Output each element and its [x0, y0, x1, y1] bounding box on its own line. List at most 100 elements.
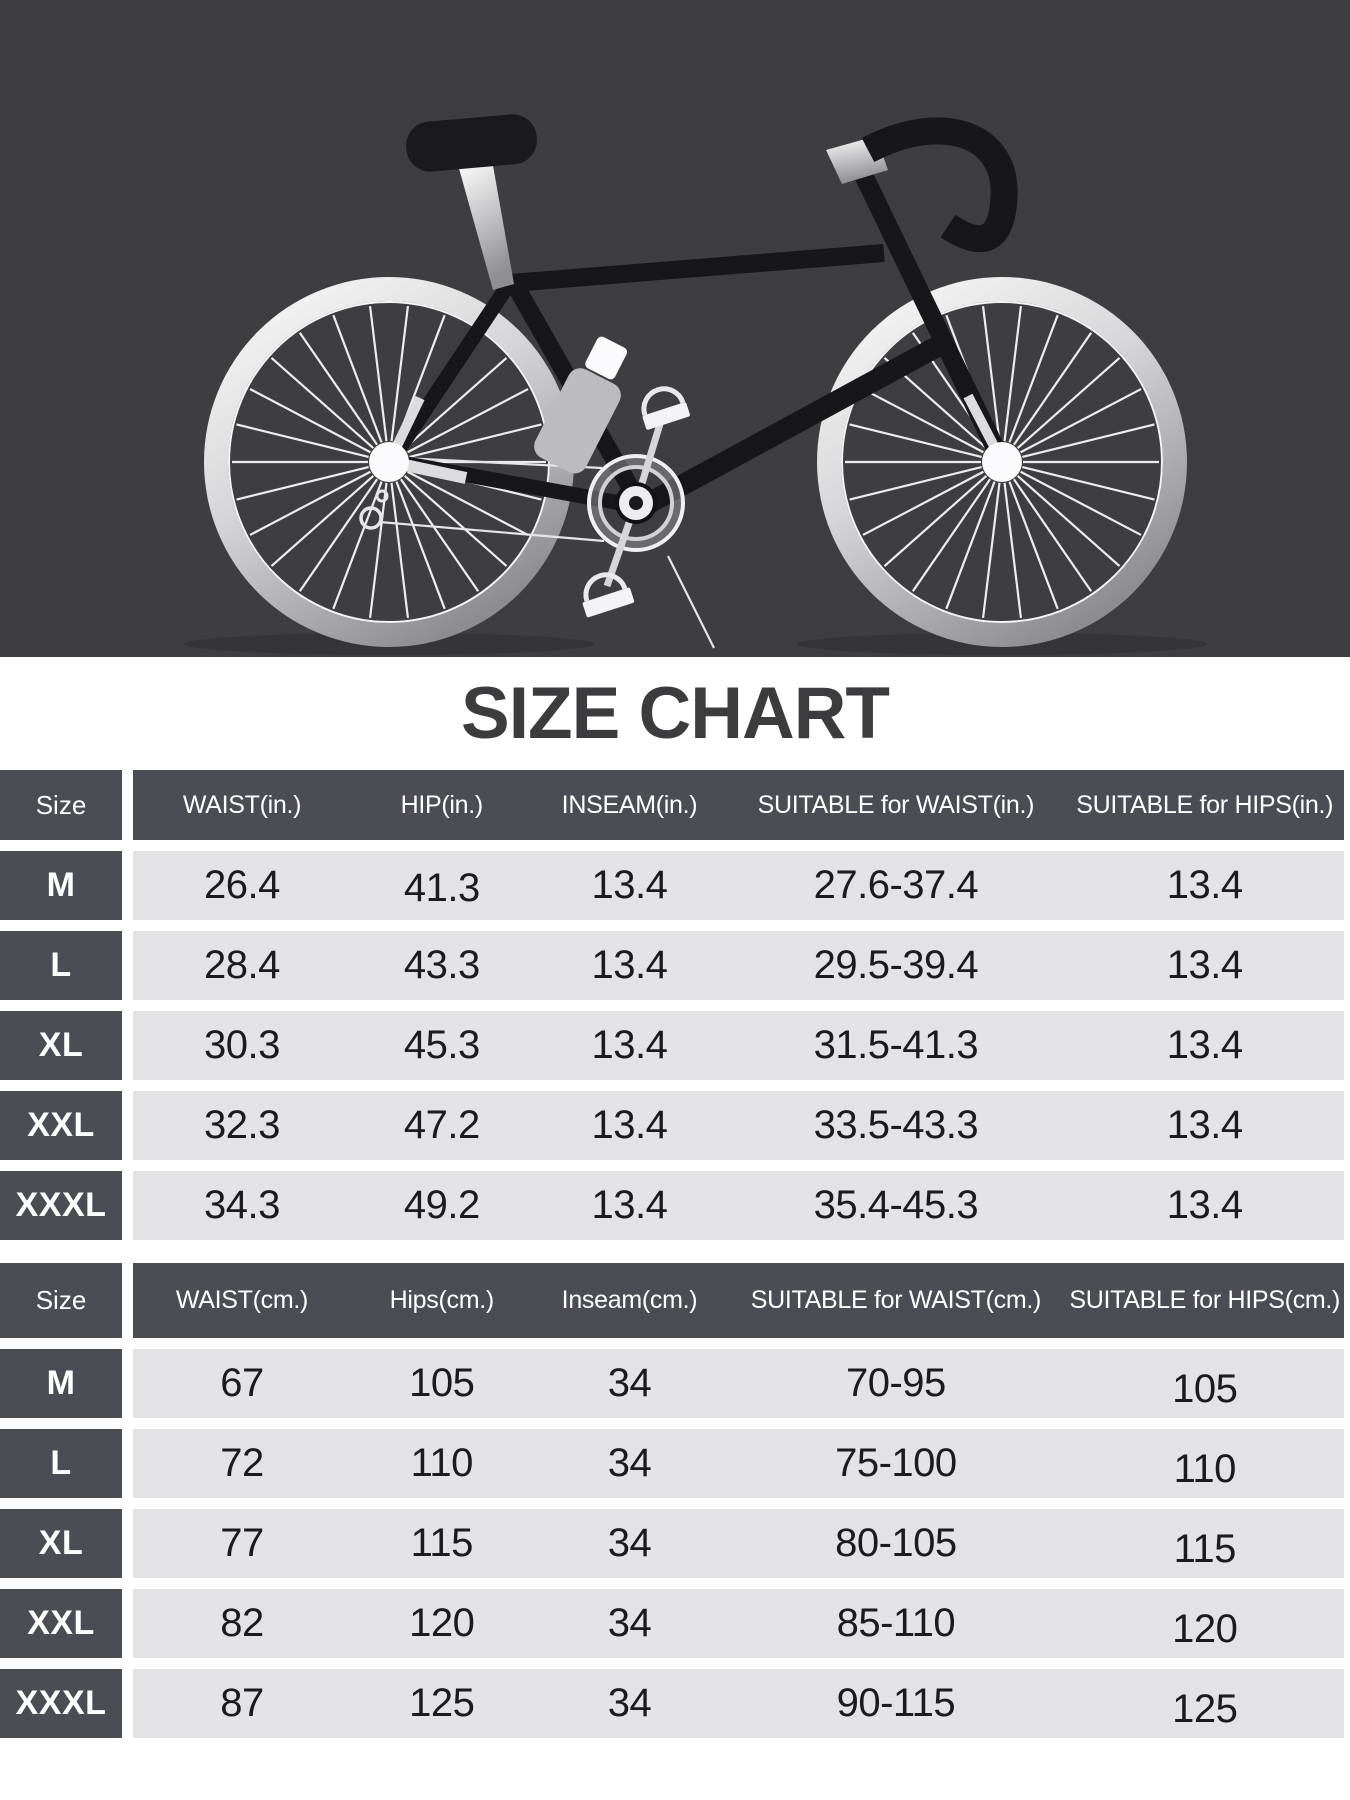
cell-hips: 125 — [409, 1681, 475, 1725]
column-gap — [122, 1589, 133, 1658]
cell-hip: 49.2 — [403, 1183, 480, 1227]
column-header-waist: WAIST(in.) — [182, 790, 302, 819]
size-label: L — [50, 1444, 72, 1482]
size-label: XXXL — [15, 1684, 107, 1722]
cell-suitable-hips: 115 — [1173, 1527, 1237, 1571]
column-gap — [122, 931, 133, 1000]
cell-inseam: 13.4 — [591, 863, 668, 907]
cell-suitable-hips: 13.4 — [1166, 943, 1243, 987]
cell-waist: 87 — [220, 1681, 264, 1725]
title-section: SIZE CHART — [0, 657, 1350, 770]
column-gap — [122, 1091, 133, 1160]
cell-suitable-hips: 13.4 — [1166, 1103, 1243, 1147]
size-table-cm: Size WAIST(cm.) Hips(cm.) Inseam(cm.) SU… — [0, 1263, 1350, 1738]
cell-inseam: 13.4 — [591, 1183, 668, 1227]
column-header-suitable-waist: SUITABLE for WAIST(cm.) — [750, 1286, 1042, 1314]
column-header-inseam: INSEAM(in.) — [561, 790, 698, 819]
cell-hip: 45.3 — [403, 1023, 480, 1067]
cell-suitable-waist: 31.5-41.3 — [813, 1023, 979, 1067]
cell-suitable-waist: 70-95 — [845, 1361, 946, 1405]
cell-suitable-hips: 13.4 — [1166, 863, 1243, 907]
size-label: XXL — [27, 1604, 95, 1642]
column-gap — [122, 770, 133, 840]
cell-waist: 82 — [220, 1601, 264, 1645]
column-header-waist: WAIST(cm.) — [175, 1286, 309, 1314]
table-row: XL 77 115 34 80-105 115 — [0, 1509, 1350, 1578]
cell-suitable-hips: 125 — [1172, 1687, 1238, 1731]
size-label: XXL — [27, 1106, 95, 1144]
rear-hub — [359, 395, 468, 530]
table-header-row: Size WAIST(cm.) Hips(cm.) Inseam(cm.) SU… — [0, 1263, 1350, 1338]
column-header-hips: Hips(cm.) — [389, 1286, 495, 1314]
cell-inseam: 13.4 — [591, 1103, 668, 1147]
size-label: XL — [38, 1524, 84, 1562]
size-label: M — [46, 866, 76, 904]
size-table-inches: Size WAIST(in.) HIP(in.) INSEAM(in.) SUI… — [0, 770, 1350, 1240]
size-label: XXXL — [15, 1186, 107, 1224]
table-row: XXL 82 120 34 85-110 120 — [0, 1589, 1350, 1658]
handlebar — [826, 117, 1018, 253]
cell-inseam: 34 — [607, 1361, 652, 1405]
cell-waist: 32.3 — [204, 1103, 280, 1147]
cell-inseam: 34 — [607, 1681, 652, 1725]
table-row: L 72 110 34 75-100 110 — [0, 1429, 1350, 1498]
cell-waist: 26.4 — [204, 863, 280, 907]
cell-suitable-waist: 35.4-45.3 — [813, 1183, 979, 1227]
column-gap — [122, 1171, 133, 1240]
cell-inseam: 34 — [607, 1601, 652, 1645]
pedal-lower — [582, 572, 635, 618]
table-row: M 67 105 34 70-95 105 — [0, 1349, 1350, 1418]
column-header-size: Size — [0, 770, 122, 840]
frame — [384, 167, 1011, 517]
cell-suitable-hips: 110 — [1173, 1447, 1237, 1491]
cell-hips: 105 — [409, 1361, 475, 1405]
cell-hip: 43.3 — [403, 943, 480, 987]
column-header-suitable-hips: SUITABLE for HIPS(in.) — [1076, 790, 1334, 819]
cell-suitable-waist: 75-100 — [835, 1441, 957, 1485]
table-row: XL 30.3 45.3 13.4 31.5-41.3 13.4 — [0, 1011, 1350, 1080]
cell-suitable-hips: 13.4 — [1166, 1183, 1243, 1227]
cell-waist: 67 — [220, 1361, 264, 1405]
cell-inseam: 13.4 — [591, 943, 668, 987]
column-header-size: Size — [0, 1263, 122, 1338]
cell-suitable-hips: 105 — [1172, 1367, 1238, 1411]
table-row: XXXL 34.3 49.2 13.4 35.4-45.3 13.4 — [0, 1171, 1350, 1240]
cell-suitable-waist: 90-115 — [836, 1681, 956, 1725]
front-hub — [963, 393, 1022, 482]
cell-hip: 47.2 — [403, 1103, 480, 1147]
table-row: XXL 32.3 47.2 13.4 33.5-43.3 13.4 — [0, 1091, 1350, 1160]
column-gap — [122, 1669, 133, 1738]
hero-banner — [0, 0, 1350, 657]
size-header-label: Size — [35, 789, 87, 820]
cell-hip: 41.3 — [403, 866, 480, 910]
column-gap — [122, 1429, 133, 1498]
cell-suitable-waist: 27.6-37.4 — [813, 863, 979, 907]
page-title: SIZE CHART — [461, 673, 890, 754]
table-row: XXXL 87 125 34 90-115 125 — [0, 1669, 1350, 1738]
cell-suitable-waist: 85-110 — [836, 1601, 956, 1645]
cell-hips: 120 — [409, 1601, 475, 1645]
cell-suitable-hips: 13.4 — [1166, 1023, 1243, 1067]
cell-suitable-hips: 120 — [1172, 1607, 1238, 1651]
column-gap — [122, 1509, 133, 1578]
table-header-row: Size WAIST(in.) HIP(in.) INSEAM(in.) SUI… — [0, 770, 1350, 840]
column-header-inseam: Inseam(cm.) — [561, 1286, 698, 1314]
crankset — [582, 386, 690, 618]
cell-suitable-waist: 29.5-39.4 — [813, 943, 979, 987]
cell-hips: 115 — [410, 1521, 474, 1565]
cell-inseam: 34 — [607, 1441, 652, 1485]
column-gap — [122, 1349, 133, 1418]
size-header-label: Size — [35, 1285, 87, 1315]
table-row: L 28.4 43.3 13.4 29.5-39.4 13.4 — [0, 931, 1350, 1000]
size-label: XL — [38, 1026, 84, 1064]
size-label: M — [46, 1364, 76, 1402]
size-label: L — [50, 946, 72, 984]
cell-waist: 34.3 — [204, 1183, 280, 1227]
column-header-hip: HIP(in.) — [400, 790, 484, 819]
cell-waist: 30.3 — [204, 1023, 280, 1067]
column-header-suitable-hips: SUITABLE for HIPS(cm.) — [1069, 1286, 1341, 1314]
column-header-suitable-waist: SUITABLE for WAIST(in.) — [757, 790, 1035, 819]
cell-hips: 110 — [410, 1441, 474, 1485]
water-bottle — [534, 336, 628, 474]
cell-suitable-waist: 33.5-43.3 — [813, 1103, 979, 1147]
